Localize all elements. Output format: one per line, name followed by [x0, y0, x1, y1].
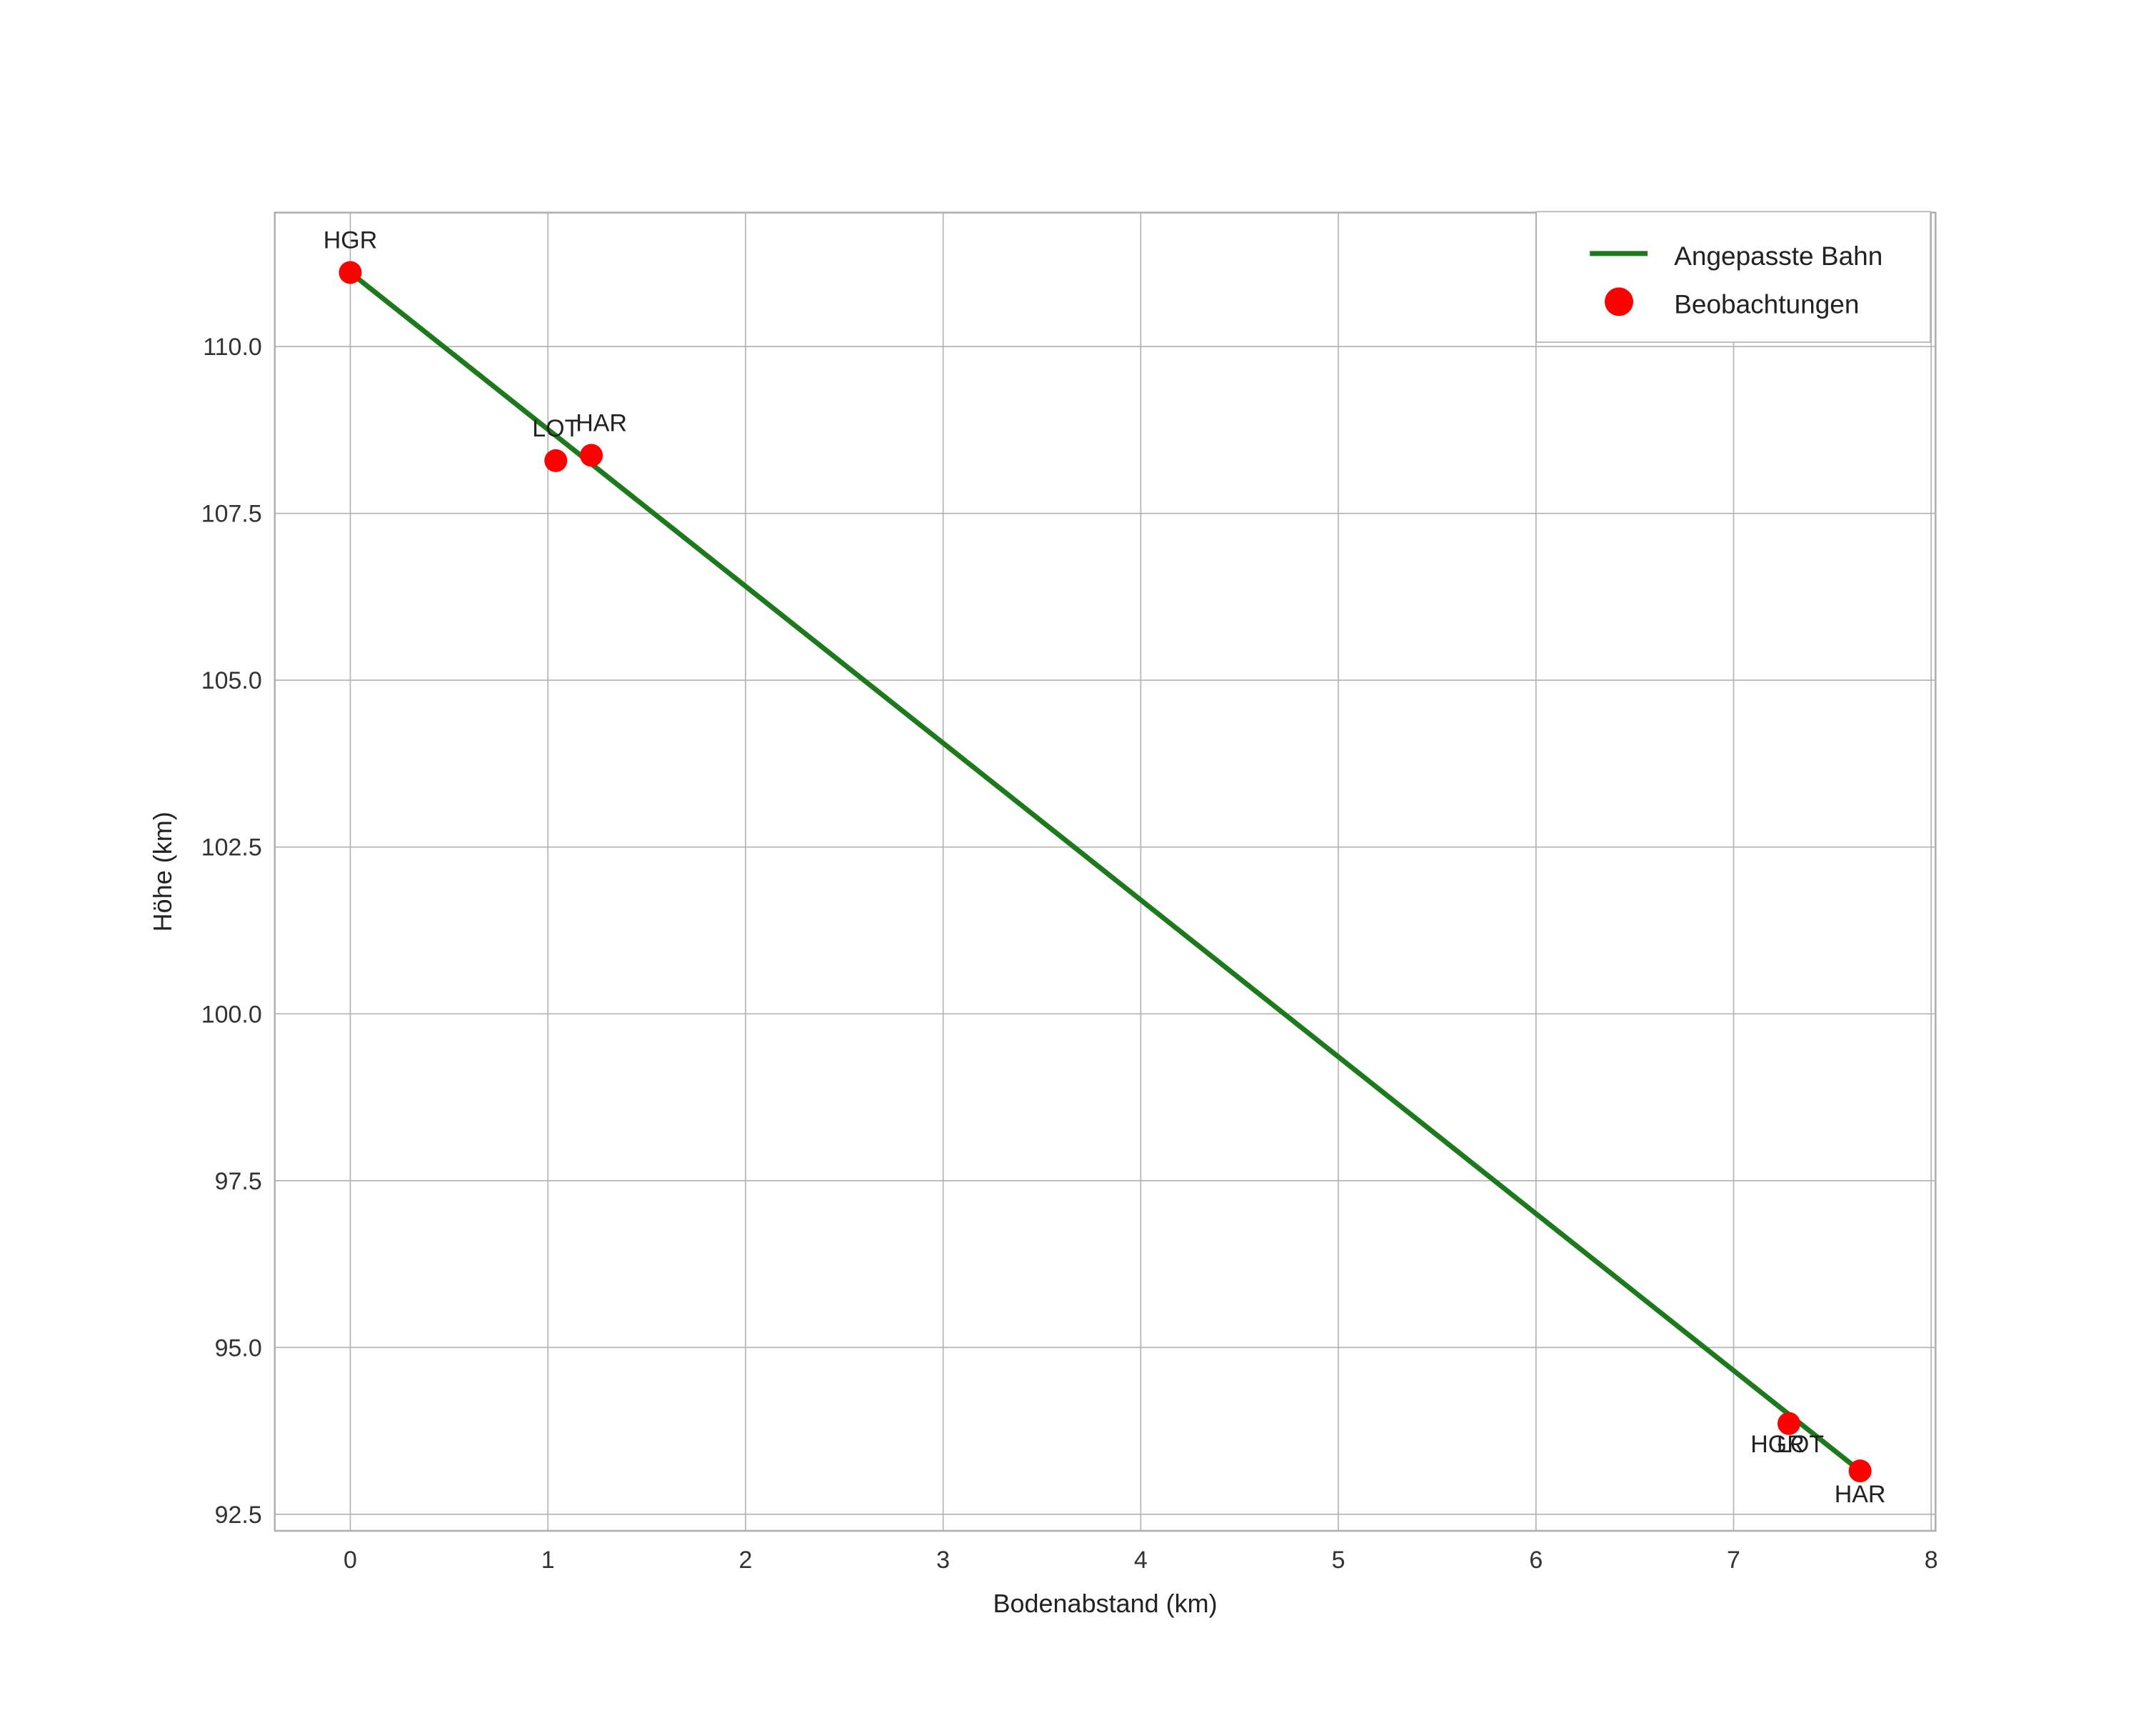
svg-text:6: 6 [1529, 1547, 1543, 1574]
svg-text:Höhe (km): Höhe (km) [148, 811, 177, 932]
svg-text:97.5: 97.5 [215, 1168, 262, 1195]
svg-text:92.5: 92.5 [215, 1502, 262, 1529]
svg-text:Angepasste Bahn: Angepasste Bahn [1674, 241, 1882, 271]
svg-text:Bodenabstand (km): Bodenabstand (km) [993, 1589, 1217, 1618]
svg-text:HGR: HGR [324, 226, 378, 254]
svg-text:8: 8 [1925, 1547, 1938, 1574]
svg-text:102.5: 102.5 [201, 834, 262, 861]
svg-text:0: 0 [344, 1547, 357, 1574]
svg-text:105.0: 105.0 [201, 667, 262, 694]
svg-text:5: 5 [1332, 1547, 1345, 1574]
svg-text:1: 1 [541, 1547, 555, 1574]
svg-text:2: 2 [738, 1547, 752, 1574]
svg-text:LOT: LOT [532, 415, 579, 442]
svg-text:100.0: 100.0 [201, 1001, 262, 1028]
svg-text:Beobachtungen: Beobachtungen [1674, 289, 1859, 319]
svg-text:4: 4 [1134, 1547, 1148, 1574]
svg-text:LOT: LOT [1777, 1431, 1824, 1458]
svg-text:95.0: 95.0 [215, 1334, 262, 1362]
svg-text:110.0: 110.0 [203, 334, 262, 361]
svg-text:7: 7 [1727, 1547, 1740, 1574]
svg-text:107.5: 107.5 [201, 501, 262, 528]
svg-text:HAR: HAR [1835, 1481, 1886, 1508]
svg-text:3: 3 [936, 1547, 950, 1574]
svg-text:HAR: HAR [576, 409, 627, 436]
